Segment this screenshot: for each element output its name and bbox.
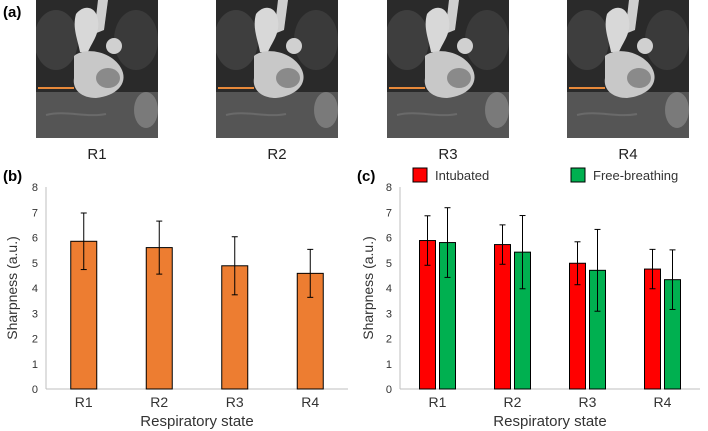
lung-right [114, 10, 158, 70]
y-tick-label-c: 7 [386, 207, 392, 219]
x-tick-label-c: R1 [429, 394, 447, 410]
panel-label-c: (c) [357, 168, 376, 185]
y-tick-label-b: 4 [32, 283, 38, 295]
legend-swatch-intubated [412, 167, 428, 183]
liver-vessel [576, 112, 638, 117]
mri-label-r2: R2 [267, 146, 287, 163]
lung-left [36, 10, 78, 70]
lung-left [567, 10, 609, 70]
stomach-region [485, 92, 509, 128]
mri-label-r1: R1 [87, 146, 107, 163]
ventricle [447, 68, 471, 88]
x-tick-label-b: R1 [75, 394, 93, 410]
panel-label-a: (a) [3, 4, 22, 21]
stomach-region [134, 92, 158, 128]
ventricle [96, 68, 120, 88]
bar-c-r2-intubated [494, 244, 511, 390]
liver-vessel [396, 112, 458, 117]
y-tick-label-b: 2 [32, 334, 38, 346]
stomach-region [665, 92, 689, 128]
x-tick-label-b: R3 [226, 394, 244, 410]
ventricle [276, 68, 300, 88]
y-tick-label-b: 5 [32, 258, 38, 270]
x-axis-title-c: Respiratory state [493, 413, 606, 430]
x-tick-label-c: R4 [654, 394, 672, 410]
aortic-arch [74, 7, 99, 52]
y-tick-label-c: 8 [386, 182, 392, 194]
lung-right [645, 10, 689, 70]
y-tick-label-c: 3 [386, 308, 392, 320]
y-axis-title-c: Sharpness (a.u.) [360, 236, 376, 340]
liver-vessel [225, 112, 287, 117]
y-tick-label-b: 3 [32, 308, 38, 320]
aortic-arch [605, 7, 630, 52]
mri-image-r3 [387, 0, 509, 138]
x-tick-label-b: R4 [301, 394, 319, 410]
ventricle [627, 68, 651, 88]
y-tick-label-c: 2 [386, 334, 392, 346]
y-axis-title-b: Sharpness (a.u.) [4, 236, 20, 340]
liver-vessel [45, 112, 107, 117]
aortic-arch [254, 7, 279, 52]
y-tick-label-c: 0 [386, 384, 392, 396]
pulmonary-artery [637, 38, 653, 54]
legend-label-free-breathing: Free-breathing [593, 168, 678, 183]
stomach-region [314, 92, 338, 128]
lung-right [465, 10, 509, 70]
mri-label-r3: R3 [438, 146, 458, 163]
legend-label-intubated: Intubated [435, 168, 489, 183]
y-tick-label-b: 6 [32, 233, 38, 245]
pulmonary-artery [106, 38, 122, 54]
lung-left [216, 10, 258, 70]
legend-swatch-free-breathing [570, 167, 586, 183]
x-tick-label-c: R3 [579, 394, 597, 410]
mri-image-r2 [216, 0, 338, 138]
y-tick-label-c: 1 [386, 359, 392, 371]
y-tick-label-b: 7 [32, 207, 38, 219]
y-tick-label-b: 1 [32, 359, 38, 371]
mri-image-r1 [36, 0, 158, 138]
y-tick-label-c: 6 [386, 233, 392, 245]
pulmonary-artery [286, 38, 302, 54]
y-tick-label-b: 0 [32, 384, 38, 396]
x-tick-label-b: R2 [150, 394, 168, 410]
y-tick-label-c: 4 [386, 283, 392, 295]
pulmonary-artery [457, 38, 473, 54]
y-tick-label-c: 5 [386, 258, 392, 270]
mri-label-r4: R4 [618, 146, 638, 163]
lung-left [387, 10, 429, 70]
mri-image-r4 [567, 0, 689, 138]
aortic-arch [425, 7, 450, 52]
y-tick-label-b: 8 [32, 182, 38, 194]
lung-right [294, 10, 338, 70]
x-tick-label-c: R2 [504, 394, 522, 410]
x-axis-title-b: Respiratory state [140, 413, 253, 430]
panel-label-b: (b) [3, 168, 23, 185]
